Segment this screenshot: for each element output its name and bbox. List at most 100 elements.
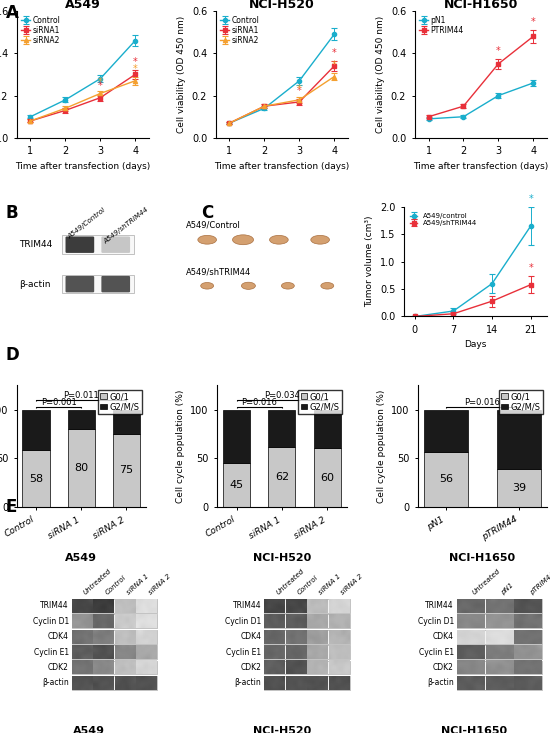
Text: TRIM44: TRIM44 [233,601,261,611]
Text: Cyclin E1: Cyclin E1 [419,647,454,657]
X-axis label: Time after transfection (days): Time after transfection (days) [413,162,548,171]
Text: P=0.001: P=0.001 [41,397,76,407]
FancyBboxPatch shape [101,276,130,292]
Bar [457,614,542,628]
Legend: Control, siRNA1, siRNA2: Control, siRNA1, siRNA2 [219,15,260,45]
Text: C: C [201,204,213,222]
Legend: G0/1, G2/M/S: G0/1, G2/M/S [97,390,142,414]
Text: siRNA 2: siRNA 2 [340,573,364,596]
Text: *: * [133,57,138,67]
Text: D: D [6,346,19,364]
Y-axis label: Cell viability (OD 450 nm): Cell viability (OD 450 nm) [177,16,186,133]
Text: *: * [98,78,103,87]
Bar [223,463,250,507]
Text: pN1: pN1 [500,582,514,596]
Text: TRIM44: TRIM44 [425,601,454,611]
Text: A549/shTRIM44: A549/shTRIM44 [186,267,251,276]
Bar [72,599,157,613]
Y-axis label: Tumor volume (cm³): Tumor volume (cm³) [366,216,375,307]
Text: siRNA 1: siRNA 1 [318,573,343,596]
Y-axis label: Cell cycle population (%): Cell cycle population (%) [176,389,185,503]
Text: 39: 39 [512,483,526,493]
Ellipse shape [233,235,254,245]
Y-axis label: Cell viability (OD 450 nm): Cell viability (OD 450 nm) [376,16,386,133]
Bar [268,410,295,446]
Text: TRIM44: TRIM44 [19,240,52,249]
Text: CDK2: CDK2 [240,663,261,672]
Bar [62,235,134,254]
Title: A549: A549 [65,0,101,11]
Text: CDK2: CDK2 [48,663,69,672]
Text: siRNA 2: siRNA 2 [147,573,172,596]
Text: Untreated: Untreated [275,568,305,596]
Text: β-actin: β-actin [19,280,51,289]
Legend: G0/1, G2/M/S: G0/1, G2/M/S [499,390,543,414]
Legend: G0/1, G2/M/S: G0/1, G2/M/S [298,390,343,414]
X-axis label: Time after transfection (days): Time after transfection (days) [214,162,349,171]
Bar [314,410,340,449]
Title: NCI-H1650: NCI-H1650 [444,0,518,11]
X-axis label: Days: Days [464,340,487,350]
Ellipse shape [201,282,213,289]
Text: β-actin: β-actin [427,679,454,688]
Text: Cyclin E1: Cyclin E1 [227,647,261,657]
Text: 75: 75 [119,465,134,475]
Text: *: * [98,81,103,92]
Bar [265,676,350,690]
Text: CDK4: CDK4 [240,632,261,641]
Text: CDK4: CDK4 [48,632,69,641]
Ellipse shape [198,235,217,244]
Text: P=0.034: P=0.034 [264,391,300,399]
Text: P=0.011: P=0.011 [63,391,99,399]
Text: *: * [496,46,500,56]
Bar [424,410,468,452]
Text: B: B [6,204,18,222]
Text: 62: 62 [275,471,289,482]
Bar [497,410,541,469]
Text: A549/shTRIM44: A549/shTRIM44 [102,207,150,246]
Bar [265,630,350,644]
Bar [223,410,250,463]
Bar [457,630,542,644]
Text: *: * [297,84,302,94]
Text: A: A [6,4,18,22]
Text: siRNA 1: siRNA 1 [126,573,150,596]
Text: CDK2: CDK2 [433,663,454,672]
Bar [314,449,340,507]
Bar [72,614,157,628]
FancyBboxPatch shape [101,237,130,253]
Bar [497,469,541,507]
Text: NCI-H1650: NCI-H1650 [449,553,515,563]
Legend: A549/control, A549/shTRIM44: A549/control, A549/shTRIM44 [408,210,480,229]
Bar [72,630,157,644]
Bar [457,660,542,674]
Bar [72,676,157,690]
Bar [457,645,542,659]
Text: Untreated: Untreated [471,568,502,596]
FancyBboxPatch shape [65,276,94,292]
Bar [62,275,134,293]
Text: A549: A549 [65,553,97,563]
Bar [68,410,95,429]
Text: *: * [529,263,533,273]
Text: Control: Control [296,574,320,596]
Ellipse shape [321,282,334,289]
FancyBboxPatch shape [65,237,94,253]
Text: *: * [531,17,536,27]
Text: 45: 45 [229,480,244,490]
Text: TRIM44: TRIM44 [40,601,69,611]
Bar [113,434,140,507]
X-axis label: Time after transfection (days): Time after transfection (days) [15,162,151,171]
Text: Cyclin D1: Cyclin D1 [33,616,69,626]
Text: *: * [297,86,302,96]
Ellipse shape [282,282,294,289]
Text: Cyclin D1: Cyclin D1 [225,616,261,626]
Bar [265,599,350,613]
Text: Untreated: Untreated [82,568,113,596]
Bar [265,660,350,674]
Bar [265,645,350,659]
Text: β-actin: β-actin [42,679,69,688]
Text: E: E [6,498,17,517]
Text: 80: 80 [74,463,89,473]
Ellipse shape [241,282,255,290]
